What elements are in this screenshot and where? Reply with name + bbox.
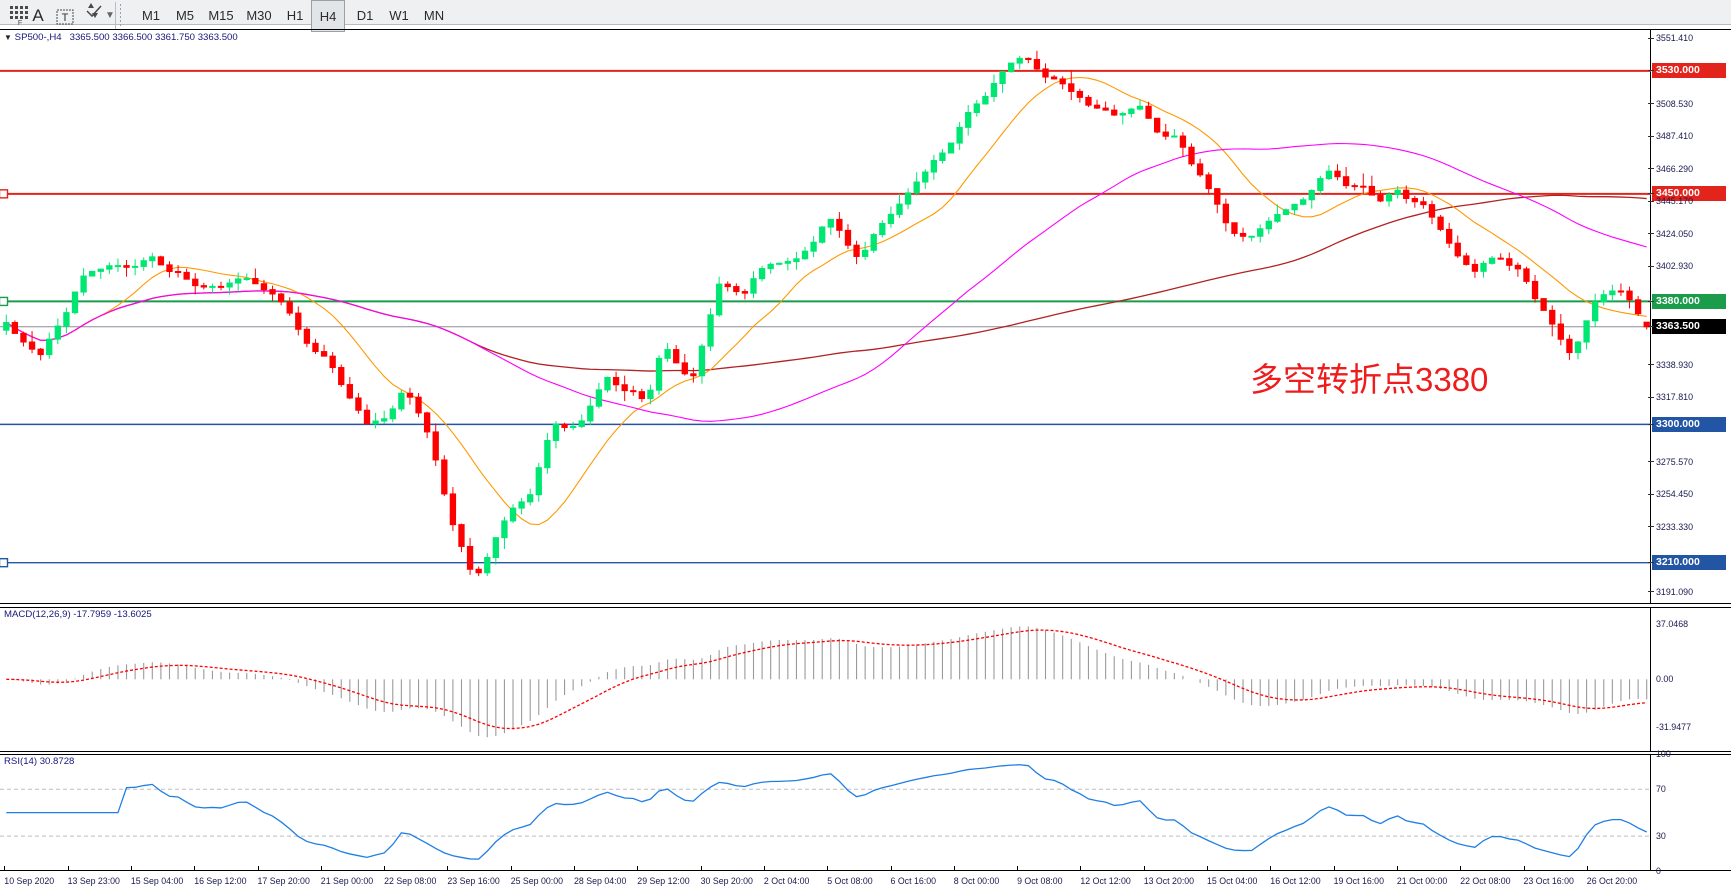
svg-text:T: T: [62, 12, 69, 24]
